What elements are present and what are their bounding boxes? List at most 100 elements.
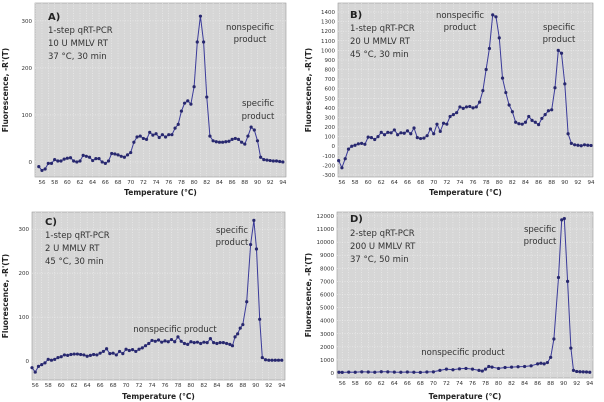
data-point <box>392 370 396 374</box>
data-point <box>468 104 472 109</box>
data-point <box>40 363 44 367</box>
x-tick-label: 84 <box>522 180 529 186</box>
x-tick-label: 74 <box>456 180 463 186</box>
y-tick-label: 300 <box>325 115 336 121</box>
data-point <box>517 122 521 126</box>
data-point <box>75 160 79 164</box>
data-point <box>202 340 206 344</box>
data-point <box>53 357 57 361</box>
data-point <box>536 123 541 127</box>
x-tick-label: 80 <box>191 180 198 186</box>
data-point <box>566 132 570 136</box>
x-tick-label: 56 <box>339 381 346 387</box>
x-tick-label: 58 <box>51 180 58 186</box>
peak-annotation: specific <box>524 225 556 235</box>
data-point <box>72 352 76 356</box>
data-point <box>579 144 583 148</box>
data-point <box>156 338 161 342</box>
x-tick-label: 74 <box>456 381 463 387</box>
x-tick-label: 60 <box>365 381 372 387</box>
data-point <box>208 134 212 138</box>
data-point <box>523 120 528 124</box>
condition-text: 45 °C, 30 min <box>350 50 409 60</box>
x-tick-label: 70 <box>123 383 130 389</box>
data-point <box>137 347 141 351</box>
data-point <box>252 218 256 222</box>
panel-label: A) <box>48 12 60 23</box>
data-point <box>276 358 281 362</box>
x-tick-label: 64 <box>391 180 398 186</box>
data-point <box>432 132 436 136</box>
x-tick-label: 72 <box>443 381 450 387</box>
x-tick-label: 58 <box>352 381 359 387</box>
data-point <box>496 366 501 371</box>
data-point <box>43 361 47 365</box>
data-point <box>173 126 177 130</box>
data-point <box>546 109 551 113</box>
data-point <box>192 85 196 89</box>
x-tick-label: 84 <box>216 180 223 186</box>
data-point <box>464 105 469 109</box>
x-tick-label: 70 <box>430 180 437 186</box>
data-point <box>422 136 426 140</box>
x-tick-label: 90 <box>254 180 261 186</box>
x-tick-label: 88 <box>239 383 246 389</box>
x-tick-label: 90 <box>561 180 568 186</box>
data-point <box>114 353 118 357</box>
data-point <box>274 159 279 163</box>
x-tick-label: 58 <box>45 383 52 389</box>
data-point <box>500 76 505 80</box>
data-point <box>72 159 76 163</box>
data-point <box>366 370 370 374</box>
data-point <box>464 366 468 371</box>
data-point <box>569 141 573 145</box>
x-tick-label: 66 <box>404 180 411 186</box>
data-point <box>565 279 570 283</box>
x-tick-label: 74 <box>149 383 156 389</box>
data-point <box>221 140 225 144</box>
x-tick-label: 86 <box>535 180 542 186</box>
condition-text: 37 °C, 30 min <box>48 52 107 62</box>
x-tick-label: 62 <box>71 383 78 389</box>
x-tick-label: 94 <box>278 383 285 389</box>
data-point <box>563 82 567 86</box>
data-point <box>589 143 593 148</box>
data-point <box>540 116 544 121</box>
x-tick-label: 88 <box>548 180 555 186</box>
data-point <box>127 348 131 353</box>
peak-annotation: specific <box>216 226 248 236</box>
data-point <box>103 161 107 165</box>
x-tick-label: 68 <box>115 180 122 186</box>
y-tick-label: -100 <box>323 154 336 160</box>
peak-annotation: specific <box>543 23 575 33</box>
x-tick-label: 80 <box>187 383 194 389</box>
data-point <box>477 100 482 104</box>
data-point <box>369 135 374 140</box>
data-point <box>95 353 99 357</box>
x-axis-label: Temperature (°C) <box>124 188 197 197</box>
data-point <box>516 365 520 369</box>
data-point <box>487 364 491 369</box>
y-tick-label: 300 <box>22 19 33 25</box>
data-point <box>59 355 63 359</box>
x-tick-label: 86 <box>534 381 541 387</box>
x-tick-label: 70 <box>127 180 134 186</box>
x-tick-label: 94 <box>279 180 286 186</box>
x-tick-label: 72 <box>136 383 143 389</box>
data-point <box>233 136 237 141</box>
x-tick-label: 92 <box>265 383 272 389</box>
x-tick-label: 76 <box>165 180 172 186</box>
data-point <box>520 122 524 126</box>
data-point <box>280 358 284 362</box>
peak-annotation: product <box>444 23 477 33</box>
data-point <box>91 158 95 163</box>
data-point <box>379 130 383 134</box>
data-point <box>412 370 416 374</box>
data-point <box>87 155 92 159</box>
x-tick-label: 92 <box>573 381 580 387</box>
y-tick-label: 400 <box>325 106 336 112</box>
data-point <box>356 142 360 146</box>
data-point <box>552 337 556 341</box>
data-point <box>246 134 250 138</box>
data-point <box>65 156 69 160</box>
